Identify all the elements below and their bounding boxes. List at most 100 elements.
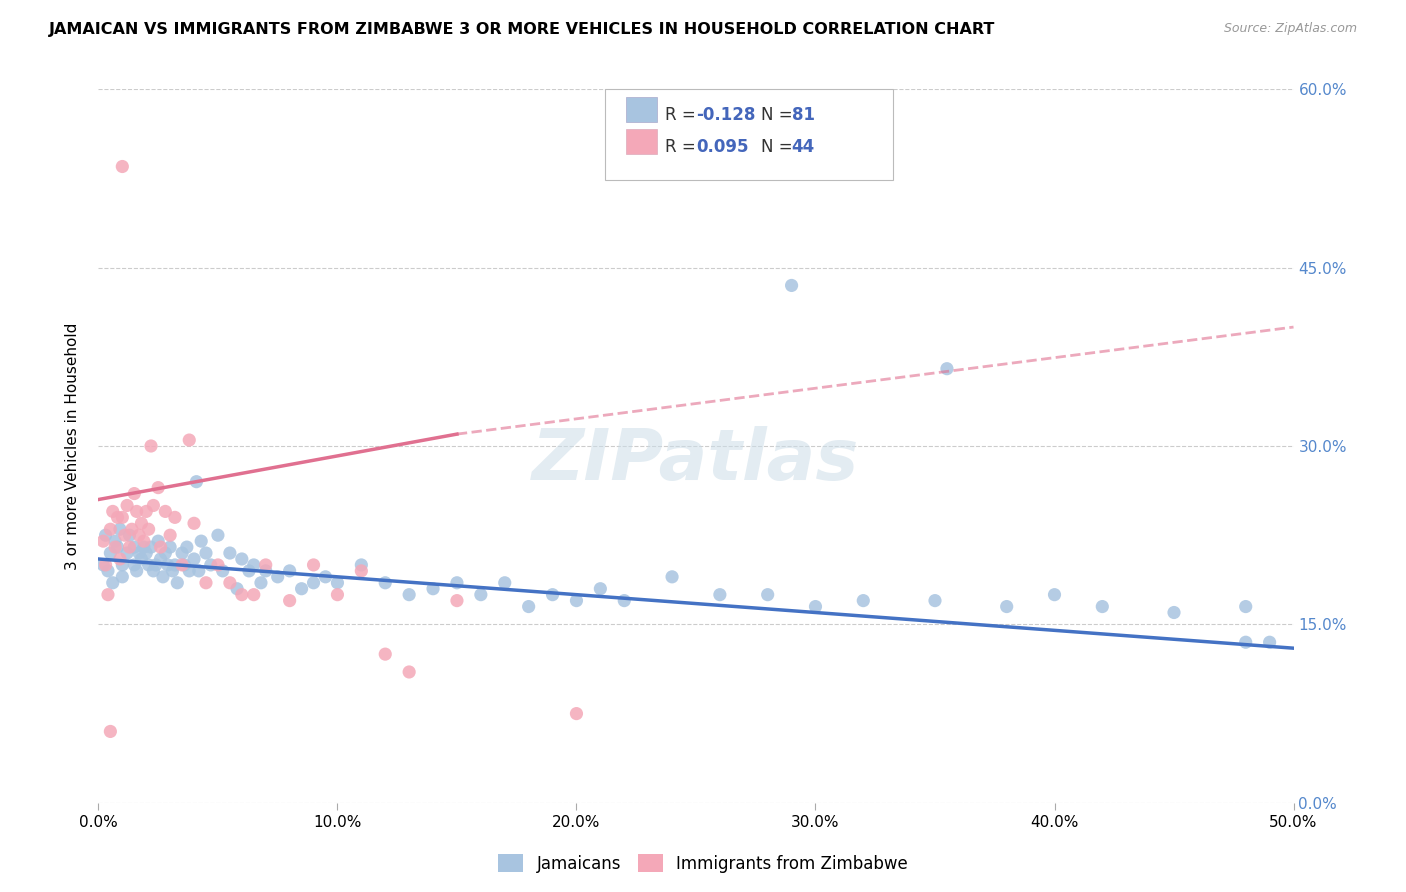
Point <box>142 564 165 578</box>
Point <box>176 540 198 554</box>
Text: 0.095: 0.095 <box>696 138 748 156</box>
Point <box>517 599 540 614</box>
Point <box>124 486 146 500</box>
Point <box>155 546 177 560</box>
Text: 81: 81 <box>792 106 814 124</box>
Point <box>494 575 516 590</box>
Point <box>195 546 218 560</box>
Point <box>613 593 636 607</box>
Point <box>350 558 373 572</box>
Point <box>1091 599 1114 614</box>
Point <box>302 575 325 590</box>
Point <box>254 558 277 572</box>
Point <box>94 558 117 572</box>
Point <box>101 504 124 518</box>
Point <box>111 160 134 174</box>
Point <box>374 575 396 590</box>
Point <box>541 588 564 602</box>
Point <box>231 552 253 566</box>
Point <box>94 528 117 542</box>
Point <box>183 552 205 566</box>
Point <box>142 499 165 513</box>
Point <box>98 546 122 560</box>
Point <box>187 564 209 578</box>
Point <box>132 534 155 549</box>
Point <box>226 582 249 596</box>
Text: R =: R = <box>665 138 702 156</box>
Point <box>243 588 266 602</box>
Point <box>124 558 146 572</box>
Point <box>398 588 420 602</box>
Point <box>131 552 153 566</box>
Point <box>326 575 349 590</box>
Point <box>155 504 177 518</box>
Point <box>162 564 184 578</box>
Point <box>1163 606 1185 620</box>
Point <box>936 361 959 376</box>
Point <box>852 593 875 607</box>
Point <box>128 528 150 542</box>
Point <box>152 570 174 584</box>
Point <box>159 528 181 542</box>
Legend: Jamaicans, Immigrants from Zimbabwe: Jamaicans, Immigrants from Zimbabwe <box>492 847 914 880</box>
Point <box>195 575 218 590</box>
Point <box>250 575 273 590</box>
Point <box>211 564 233 578</box>
Point <box>135 546 157 560</box>
Point <box>115 546 138 560</box>
Point <box>446 593 468 607</box>
Point <box>183 516 205 531</box>
Point <box>97 588 120 602</box>
Point <box>422 582 444 596</box>
Point <box>135 504 157 518</box>
Point <box>108 522 131 536</box>
Point <box>446 575 468 590</box>
Point <box>315 570 337 584</box>
Point <box>104 540 127 554</box>
Point <box>470 588 492 602</box>
Point <box>179 564 201 578</box>
Point <box>111 558 134 572</box>
Point <box>145 558 167 572</box>
Point <box>709 588 731 602</box>
Text: N =: N = <box>761 138 797 156</box>
Point <box>374 647 396 661</box>
Point <box>97 564 120 578</box>
Point <box>114 528 136 542</box>
Text: N =: N = <box>761 106 797 124</box>
Point <box>172 546 194 560</box>
Point <box>148 481 170 495</box>
Point <box>207 528 229 542</box>
Point <box>661 570 683 584</box>
Point <box>172 558 194 572</box>
Point <box>139 540 162 554</box>
Point <box>190 534 212 549</box>
Point <box>98 724 122 739</box>
Point <box>131 516 153 531</box>
Point <box>179 433 201 447</box>
Point <box>780 278 803 293</box>
Point <box>166 575 188 590</box>
Point <box>107 510 129 524</box>
Point <box>186 475 208 489</box>
Text: R =: R = <box>665 106 702 124</box>
Point <box>118 540 141 554</box>
Point <box>756 588 779 602</box>
Point <box>124 540 146 554</box>
Point <box>111 570 134 584</box>
Text: Source: ZipAtlas.com: Source: ZipAtlas.com <box>1223 22 1357 36</box>
Point <box>104 534 127 549</box>
Point <box>118 528 141 542</box>
Point <box>1234 635 1257 649</box>
Text: -0.128: -0.128 <box>696 106 755 124</box>
Point <box>111 510 134 524</box>
Point <box>149 552 172 566</box>
Point <box>125 504 148 518</box>
Point <box>91 558 114 572</box>
Point <box>326 588 349 602</box>
Point <box>132 540 155 554</box>
Point <box>1043 588 1066 602</box>
Point <box>302 558 325 572</box>
Point <box>125 564 148 578</box>
Point <box>565 593 588 607</box>
